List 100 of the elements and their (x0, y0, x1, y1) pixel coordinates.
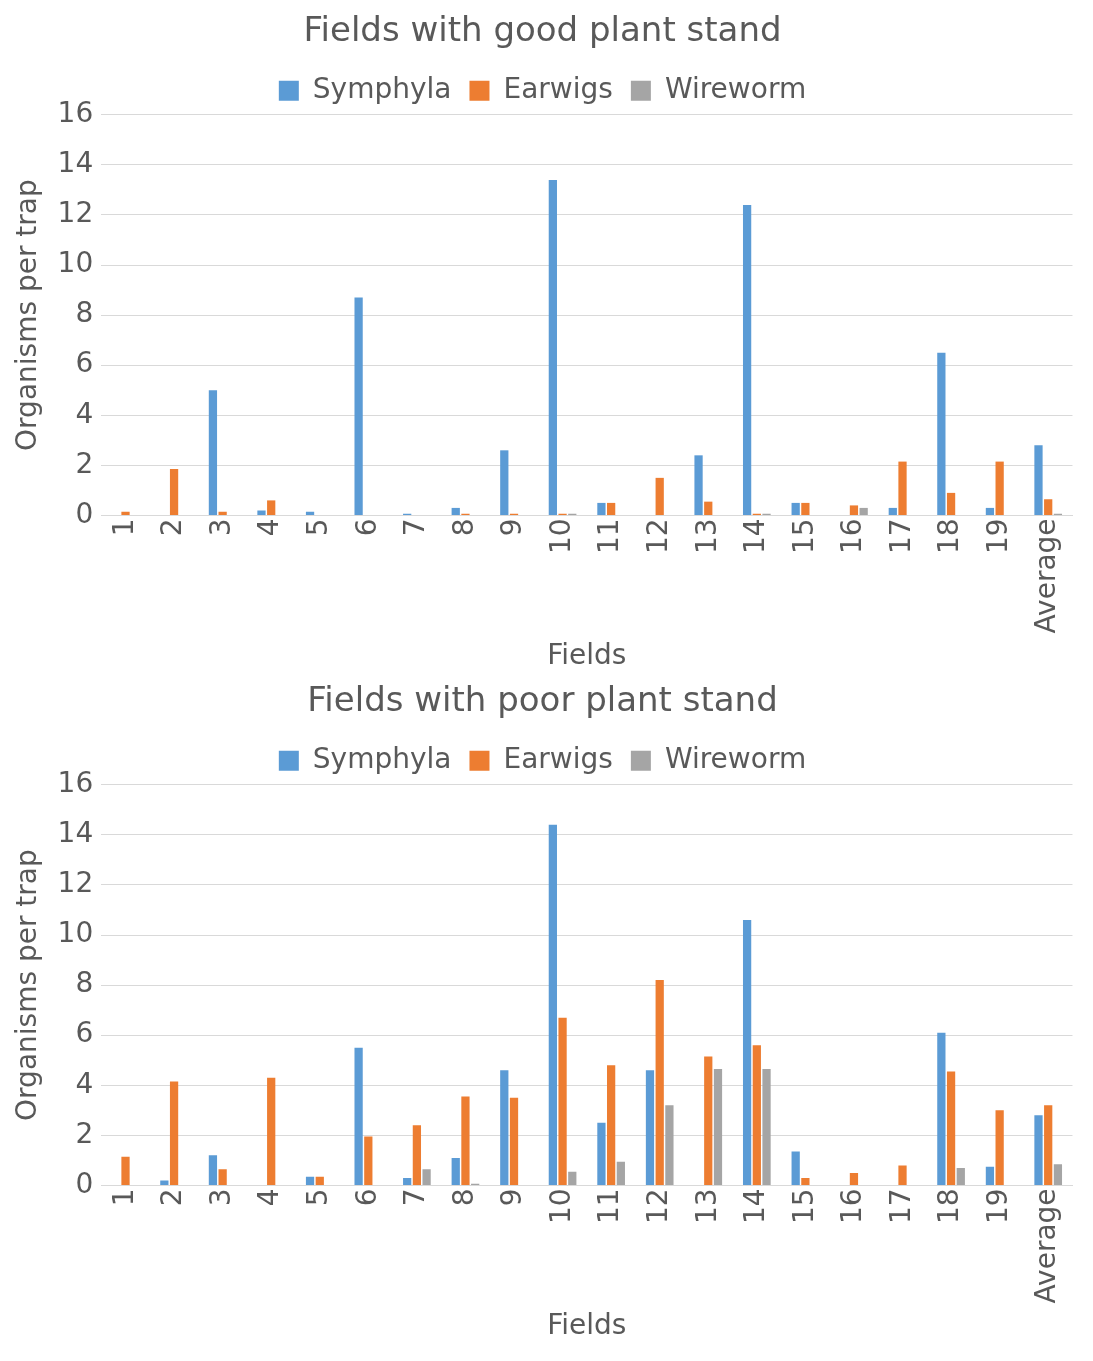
y-tick-label: 16 (57, 96, 94, 130)
bar (1053, 1164, 1063, 1185)
bar (859, 507, 868, 515)
x-tick-label: Average (1029, 1188, 1063, 1304)
x-tick-label: 7 (398, 1188, 432, 1207)
bar (451, 1157, 460, 1185)
bar (752, 1045, 761, 1185)
x-tick-label: 9 (495, 518, 529, 537)
y-tick-label: 0 (75, 1166, 94, 1200)
bar (1044, 1105, 1053, 1185)
bar (354, 1047, 363, 1185)
x-tick-label: 12 (640, 1188, 674, 1225)
bar (946, 1071, 956, 1185)
y-axis-title: Organisms per trap (10, 179, 44, 451)
legend-label: Earwigs (503, 742, 613, 776)
x-tick-label: 16 (835, 1188, 869, 1225)
x-tick-label: 10 (543, 518, 577, 555)
bar (985, 507, 995, 515)
bar (1034, 445, 1043, 515)
bar (305, 1176, 315, 1185)
x-tick-label: 3 (203, 518, 237, 537)
bar (849, 505, 859, 515)
y-tick-label: 2 (75, 1116, 94, 1150)
y-tick-label: 4 (75, 1066, 94, 1100)
bar (937, 1032, 946, 1185)
x-tick-label: 14 (738, 518, 772, 555)
x-tick-label: 1 (106, 1188, 140, 1207)
bar (121, 511, 130, 515)
y-tick-label: 14 (57, 146, 94, 180)
x-axis-title: Fields (547, 1308, 627, 1342)
bar (169, 1081, 179, 1185)
x-tick-label: 3 (203, 1188, 237, 1207)
bar (694, 455, 703, 515)
y-tick-label: 8 (75, 296, 94, 330)
bar (169, 469, 179, 515)
y-axis-title: Organisms per trap (10, 849, 44, 1121)
bar (645, 1070, 655, 1185)
bar (558, 1017, 567, 1185)
y-tick-label: 14 (57, 816, 94, 850)
x-tick-label: 5 (301, 1188, 335, 1207)
x-tick-label: 2 (155, 518, 189, 537)
y-tick-label: 12 (57, 196, 94, 230)
x-tick-label: Average (1029, 518, 1063, 634)
y-tick-label: 6 (75, 1016, 94, 1050)
x-tick-label: 16 (835, 518, 869, 555)
bar (257, 510, 266, 515)
bar (364, 1136, 373, 1185)
y-tick-label: 8 (75, 966, 94, 1000)
y-tick-label: 16 (57, 766, 94, 800)
bar (742, 920, 752, 1185)
bar (422, 1169, 431, 1185)
bar (121, 1156, 130, 1185)
bar (208, 390, 218, 515)
x-tick-label: 14 (738, 1188, 772, 1225)
x-tick-label: 8 (446, 518, 480, 537)
bar (160, 1180, 169, 1185)
x-tick-label: 4 (252, 518, 286, 537)
bar (946, 492, 956, 515)
bar (607, 1065, 616, 1185)
bar (451, 507, 460, 515)
bar (461, 1096, 470, 1185)
bar (412, 1125, 422, 1185)
bar (208, 1155, 218, 1185)
y-tick-label: 4 (75, 396, 94, 430)
bar (713, 1068, 723, 1185)
x-tick-label: 1 (106, 518, 140, 537)
y-tick-label: 2 (75, 446, 94, 480)
bar (354, 297, 363, 515)
y-tick-label: 0 (75, 496, 94, 530)
bar (762, 1068, 771, 1185)
legend-label: Symphyla (312, 742, 452, 776)
legend-label: Wireworm (664, 72, 807, 106)
chart-title: Fields with good plant stand (303, 9, 782, 50)
bar (548, 179, 557, 515)
bar (937, 352, 946, 515)
bar (218, 1169, 227, 1185)
bar (500, 1070, 509, 1185)
bar (704, 501, 713, 515)
x-tick-label: 8 (446, 1188, 480, 1207)
x-tick-label: 15 (786, 1188, 820, 1225)
bar (597, 502, 606, 515)
bar (509, 1097, 519, 1185)
x-tick-label: 6 (349, 518, 383, 537)
x-tick-label: 6 (349, 1188, 383, 1207)
x-tick-label: 11 (592, 518, 626, 555)
bar (500, 450, 509, 515)
x-tick-label: 17 (883, 518, 917, 555)
bar (956, 1167, 965, 1185)
bar (548, 824, 557, 1185)
legend-label: Earwigs (503, 72, 613, 106)
bar (315, 1176, 324, 1185)
bar (655, 477, 664, 515)
bar (597, 1122, 606, 1185)
bar (898, 461, 907, 515)
y-tick-label: 6 (75, 346, 94, 380)
bar (995, 461, 1004, 515)
x-tick-label: 13 (689, 1188, 723, 1225)
x-tick-label: 18 (932, 518, 966, 555)
y-tick-label: 12 (57, 866, 94, 900)
bar (267, 500, 276, 515)
